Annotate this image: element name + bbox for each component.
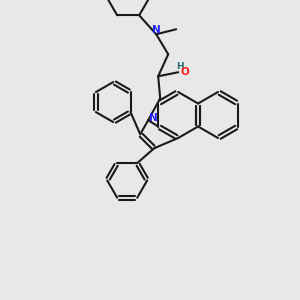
Text: H: H: [176, 62, 184, 71]
Text: N: N: [149, 113, 158, 123]
Text: N: N: [152, 25, 161, 35]
Text: O: O: [181, 67, 190, 77]
